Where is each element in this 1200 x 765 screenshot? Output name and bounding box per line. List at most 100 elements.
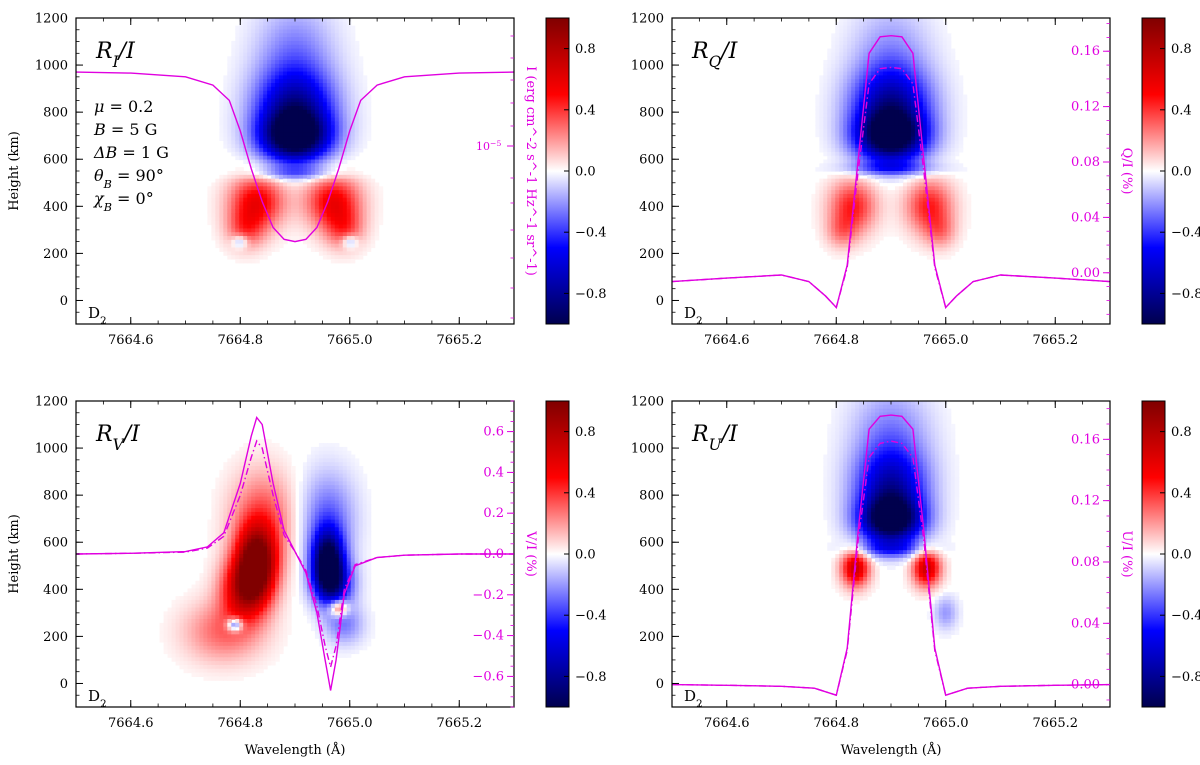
heat-cell — [942, 63, 948, 69]
heat-cell — [314, 102, 320, 107]
heat-cell — [914, 132, 920, 138]
heat-cell — [302, 190, 308, 195]
heat-cell — [847, 224, 852, 229]
heat-cell — [362, 79, 368, 84]
heat-cell — [847, 105, 852, 111]
heat-cell — [950, 94, 956, 99]
heat-cell — [342, 239, 348, 245]
heat-cell — [239, 205, 244, 210]
heat-cell — [310, 128, 316, 134]
heat-cell — [855, 247, 860, 252]
heat-cell — [227, 144, 232, 149]
heat-cell — [306, 56, 312, 61]
heat-cell — [855, 213, 860, 218]
heat-cell — [318, 94, 324, 99]
heat-cell — [863, 201, 868, 207]
heat-cell — [835, 86, 840, 92]
heat-cell — [942, 209, 948, 214]
heat-cell — [314, 117, 320, 122]
heat-cell — [346, 44, 352, 50]
heat-cell — [930, 255, 936, 260]
heat-cell — [231, 144, 236, 149]
heat-cell — [291, 209, 296, 214]
heat-cell — [314, 60, 320, 65]
heat-cell — [906, 113, 912, 119]
heat-cell — [231, 125, 236, 130]
heat-cell — [271, 105, 276, 111]
heat-cell — [894, 21, 900, 27]
heat-cell — [243, 25, 248, 31]
heat-cell — [847, 102, 852, 107]
heat-cell — [930, 94, 936, 99]
heat-cell — [902, 125, 908, 130]
heat-cell — [283, 132, 288, 138]
heat-cell — [342, 75, 348, 80]
heat-cell — [851, 29, 856, 34]
heat-cell — [855, 151, 860, 157]
heat-cell — [867, 102, 872, 107]
heat-cell — [843, 33, 848, 38]
heat-cell — [334, 121, 340, 126]
heat-cell — [867, 113, 872, 119]
heat-cell — [255, 155, 260, 161]
heat-cell — [243, 117, 248, 122]
heat-cell — [815, 94, 820, 99]
heat-cell — [342, 102, 348, 107]
heat-cell — [295, 60, 300, 65]
heat-cell — [942, 239, 948, 245]
heat-cell — [827, 201, 832, 207]
heat-cell — [950, 251, 956, 256]
heat-cell — [291, 182, 296, 187]
heat-cell — [350, 216, 356, 222]
heat-cell — [338, 232, 344, 237]
heat-cell — [223, 105, 228, 111]
heat-cell — [859, 186, 864, 191]
heat-cell — [291, 174, 296, 180]
heat-cell — [922, 128, 928, 134]
heat-cell — [263, 113, 268, 119]
heat-cell — [934, 209, 940, 214]
heat-cell — [918, 86, 924, 92]
heat-cell — [279, 220, 284, 226]
heat-cell — [322, 144, 328, 149]
heat-cell — [295, 171, 300, 176]
heat-cell — [910, 220, 916, 226]
heat-cell — [898, 52, 904, 57]
heat-cell — [831, 148, 836, 153]
heat-cell — [291, 40, 296, 46]
heat-cell — [847, 144, 852, 149]
heat-cell — [879, 167, 884, 172]
heat-cell — [338, 258, 344, 264]
heat-cell — [302, 102, 308, 107]
heat-cell — [894, 174, 900, 180]
heat-cell — [334, 117, 340, 122]
heat-cell — [310, 94, 316, 99]
heat-cell — [219, 213, 224, 218]
heat-cell — [887, 201, 892, 207]
heat-cell — [271, 83, 276, 88]
x-tick-label: 7665.0 — [327, 333, 373, 348]
heat-cell — [211, 638, 216, 643]
heat-cell — [914, 197, 920, 203]
heat-cell — [875, 239, 880, 245]
heat-cell — [255, 29, 260, 34]
heat-cell — [223, 109, 228, 115]
heat-cell — [914, 186, 920, 191]
heat-cell — [827, 216, 832, 222]
heat-cell — [338, 247, 344, 252]
heat-cell — [910, 163, 916, 168]
heat-cell — [326, 90, 332, 96]
heat-cell — [287, 94, 292, 99]
heat-cell — [855, 148, 860, 153]
heat-cell — [223, 228, 228, 233]
heat-cell — [298, 155, 304, 161]
heat-cell — [291, 201, 296, 207]
heat-cell — [871, 86, 876, 92]
heat-cell — [855, 239, 860, 245]
heat-cell — [251, 48, 256, 54]
heat-cell — [835, 148, 840, 153]
heat-cell — [855, 197, 860, 203]
heat-cell — [330, 178, 336, 184]
heat-cell — [875, 52, 880, 57]
heat-cell — [195, 603, 201, 609]
